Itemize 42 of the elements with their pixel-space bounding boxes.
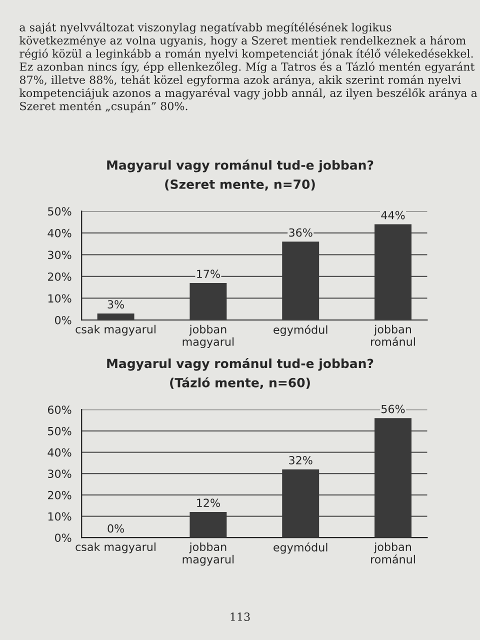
- bar: [97, 313, 134, 320]
- x-tick-label: egymódul: [274, 542, 328, 554]
- chart-subtitle: (Szeret mente, n=70): [165, 179, 315, 191]
- x-tick-label: jobban magyarul: [182, 324, 234, 348]
- bar: [282, 242, 320, 320]
- data-label: 32%: [289, 456, 312, 464]
- y-tick-label: 20%: [48, 272, 72, 281]
- data-label: 36%: [289, 228, 312, 237]
- y-tick-label: 40%: [48, 228, 72, 238]
- data-label: 17%: [197, 270, 220, 278]
- y-tick-label: 10%: [48, 512, 72, 521]
- chart-title: Magyarul vagy románul tud-e jobban?: [107, 358, 374, 371]
- x-tick-label: jobban románul: [371, 542, 415, 564]
- data-label: 56%: [382, 404, 405, 414]
- data-label: 3%: [108, 300, 124, 309]
- x-tick-label: jobban románul: [371, 324, 415, 346]
- y-tick-label: 40%: [48, 448, 72, 457]
- y-tick-label: 50%: [48, 207, 72, 216]
- y-tick-label: 30%: [48, 250, 72, 260]
- y-tick-label: 0%: [54, 534, 72, 542]
- chart-subtitle: (Tázló mente, n=60): [170, 377, 310, 389]
- data-label: 12%: [197, 498, 220, 508]
- bar: [374, 418, 412, 538]
- bar: [190, 283, 227, 320]
- y-tick-label: 10%: [48, 294, 72, 303]
- x-tick-label: jobban magyarul: [182, 542, 234, 566]
- bar: [374, 224, 412, 320]
- data-label: 0%: [108, 524, 124, 533]
- bar: [282, 469, 320, 538]
- x-tick-label: csak magyarul: [76, 542, 156, 554]
- y-tick-label: 30%: [48, 470, 72, 478]
- y-tick-label: 0%: [54, 316, 72, 324]
- x-tick-label: egymódul: [274, 324, 328, 336]
- chart-title: Magyarul vagy románul tud-e jobban?: [107, 160, 374, 172]
- y-tick-label: 60%: [48, 406, 72, 414]
- bar: [190, 512, 227, 538]
- x-tick-label: csak magyarul: [76, 324, 156, 336]
- data-label: 44%: [381, 210, 405, 220]
- text: a saját nyelvváltozat viszonylag negatívabb megítélésének logikus következménye az volna ugyanis, hogy a Szeret mentiek rendelkeznek a három régió közül a leginkább a román nyelvi kompetenciát jónak ítélő vélekedésekkel. Ez azonban nincs így, épp ellenkezőleg. Míg a Tatros és a Tázló mentén egyaránt 87%, illetve 88%, tehát közel egyforma azok aránya, akik szerint román nyelvi kompetenciájuk azonos a magyaréval vagy jobb annál, az ilyen beszélők aránya a Szeret mentén „csupán” 80%.: [20, 22, 478, 112]
- y-tick-label: 50%: [48, 426, 72, 436]
- y-tick-label: 20%: [48, 490, 72, 500]
- text: 113: [230, 612, 250, 621]
